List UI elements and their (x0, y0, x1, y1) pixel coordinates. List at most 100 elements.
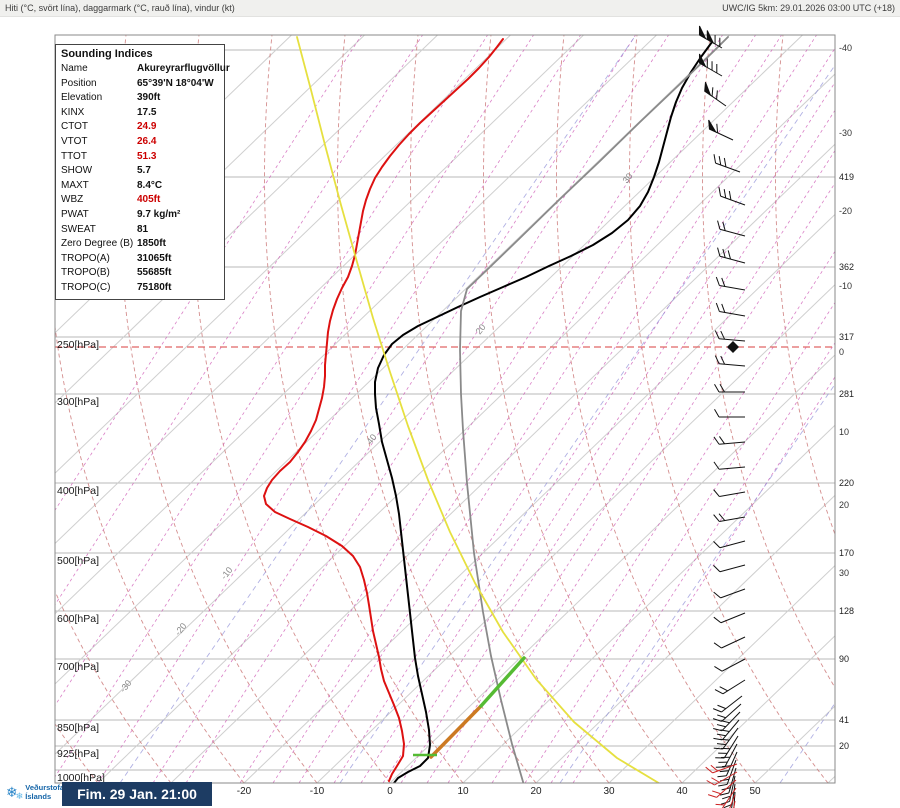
index-value: 390ft (137, 92, 161, 104)
isotherm-line (55, 35, 730, 685)
wind-barb (704, 81, 727, 107)
dry-adiabat-line (849, 35, 900, 783)
right-temp-label: -40 (839, 43, 852, 53)
right-temp-label: -10 (839, 281, 852, 291)
temperature-curve (374, 41, 713, 783)
index-label: KINX (61, 106, 85, 118)
wind-barb (713, 154, 741, 173)
grid-layer (55, 35, 900, 783)
height-axis-label: 362 (839, 262, 854, 272)
wind-barb (715, 743, 738, 768)
inline-grid-label: -10 (219, 565, 235, 581)
wind-barb (713, 461, 746, 470)
isotherm-line (55, 35, 584, 545)
shear-segment-high (479, 656, 526, 708)
height-axis-label: 128 (839, 606, 854, 616)
inline-grid-label: 40 (365, 432, 379, 446)
indices-row: Zero Degree (B) 1850ft (56, 237, 224, 252)
index-value: 51.3 (137, 150, 157, 162)
logo-name-line2: Íslands (25, 792, 52, 801)
pressure-axis-label: 500[hPa] (57, 555, 99, 567)
index-label: TROPO(C) (61, 281, 111, 293)
wind-barb (713, 612, 746, 624)
wind-barb (717, 751, 738, 778)
indices-row: PWAT 9.7 kg/m² (56, 208, 224, 223)
mixing-ratio-line (298, 35, 782, 783)
index-value: Akureyrarflugvöllur (137, 63, 230, 74)
plot-frame (54, 34, 836, 784)
inline-grid-label: 20 (474, 322, 488, 336)
indices-title: Sounding Indices (61, 48, 153, 60)
chart-legend-text: Hiti (°C, svört lína), daggarmark (°C, r… (5, 3, 235, 13)
series-layer (263, 36, 729, 783)
index-label: VTOT (61, 135, 88, 147)
index-label: MAXT (61, 179, 89, 191)
isotherm-line (243, 213, 835, 783)
wind-barb (713, 540, 746, 549)
dry-adiabat-line (55, 590, 172, 783)
wind-barb (715, 276, 746, 291)
moist-adiabat-line (339, 64, 835, 783)
pressure-axis-label: 850[hPa] (57, 722, 99, 734)
bottom-temp-label: 50 (749, 786, 761, 797)
mixing-ratio-line (491, 250, 835, 783)
moist-adiabat-line (559, 383, 835, 783)
sounding-indices-panel: Sounding Indices Name Akureyrarflugvöllur… (55, 44, 230, 300)
snowflake-icon: ❄ (6, 784, 18, 800)
pressure-axis-label: 700[hPa] (57, 661, 99, 673)
wind-barb (718, 187, 746, 206)
datetime-badge: Fim. 29 Jan. 21:00 (62, 782, 212, 806)
right-temp-label: 10 (839, 427, 849, 437)
index-value: 24.9 (137, 121, 157, 133)
wind-barb (705, 763, 738, 774)
height-axis-label: 419 (839, 172, 854, 182)
pressure-axis-label: 250[hPa] (57, 339, 99, 351)
isotherm-line (170, 143, 835, 783)
height-axis-label: 20 (839, 741, 849, 751)
height-axis-label: 317 (839, 332, 854, 342)
index-value: 31065ft (137, 252, 172, 264)
dry-adiabat-line (556, 35, 756, 783)
wind-barb (714, 658, 746, 672)
right-temp-label: -20 (839, 206, 852, 216)
bottom-temp-label: 30 (603, 786, 615, 797)
top-status-bar: Hiti (°C, svört lína), daggarmark (°C, r… (0, 0, 900, 17)
mixing-ratio-line (426, 149, 835, 783)
snowflake-small-icon: ❄ (15, 790, 24, 801)
wind-barb (707, 779, 737, 798)
wind-barb (698, 53, 723, 77)
dewpoint-curve (263, 38, 504, 782)
index-value: 26.4 (137, 135, 157, 147)
isotherm-line (681, 635, 835, 783)
right-temp-label: -30 (839, 128, 852, 138)
model-run-text: UWC/IG 5km: 29.01.2026 03:00 UTC (+18) (722, 3, 895, 13)
isotherm-line (827, 775, 835, 783)
dry-adiabat-line (629, 35, 829, 783)
wind-barb (714, 355, 746, 367)
wind-barb (717, 220, 746, 237)
bottom-temp-label: 10 (457, 786, 469, 797)
index-label: TTOT (61, 150, 87, 162)
pressure-axis-label: 400[hPa] (57, 485, 99, 497)
indices-row: VTOT 26.4 (56, 135, 224, 150)
wind-barb (708, 119, 734, 141)
index-label: Name (61, 63, 88, 74)
mixing-ratio-line (572, 376, 835, 783)
mixing-ratio-line (55, 35, 488, 707)
moist-adiabat-line (119, 35, 637, 783)
bottom-temp-label: 0 (387, 786, 393, 797)
height-axis-label: 41 (839, 715, 849, 725)
wind-barb (714, 408, 745, 418)
index-label: TROPO(B) (61, 267, 110, 279)
indices-row: TROPO(B) 55685ft (56, 266, 224, 281)
mixing-ratio-line (152, 35, 636, 783)
isotherm-line (55, 35, 657, 615)
mixing-ratio-line (400, 109, 835, 783)
met-office-logo: ❄ ❄ Veðurstofa Íslands (6, 783, 64, 801)
shear-segment-low (429, 704, 483, 759)
indices-row: CTOT 24.9 (56, 120, 224, 135)
index-value: 75180ft (137, 281, 172, 293)
index-value: 1850ft (137, 238, 166, 250)
index-value: 405ft (137, 194, 161, 206)
indices-row: KINX 17.5 (56, 106, 224, 121)
